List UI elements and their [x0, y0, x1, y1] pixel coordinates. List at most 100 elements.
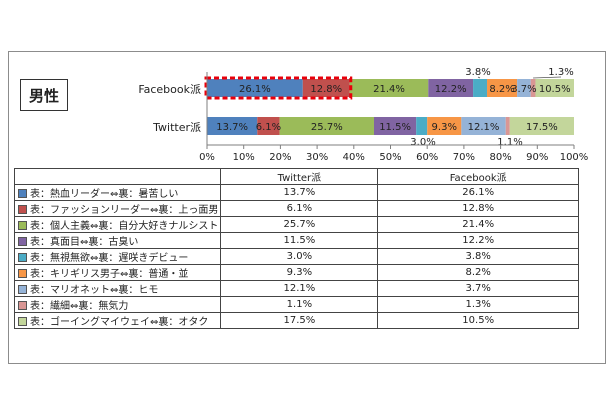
data-label: 6.1%: [256, 122, 281, 133]
data-label: 1.3%: [548, 67, 573, 78]
twitter-value-cell: 6.1%: [220, 200, 379, 217]
legend-swatch: [18, 205, 27, 214]
twitter-value-cell: 25.7%: [220, 216, 379, 233]
data-label: 13.7%: [216, 122, 248, 133]
facebook-value-cell: 3.8%: [377, 248, 579, 265]
row-label: 表：ファッションリーダー⇔裏：上っ面男: [30, 205, 219, 216]
legend-swatch: [18, 221, 27, 230]
data-label: 1.1%: [497, 137, 522, 148]
panel-title: 男性: [20, 79, 68, 111]
table-row: 表：マリオネット⇔裏：ヒモ 12.1% 3.7%: [13, 280, 579, 297]
twitter-value-cell: 13.7%: [220, 184, 379, 201]
row-label: 表：無視無欲⇔裏：遅咲きデビュー: [30, 253, 189, 264]
data-label: 9.3%: [432, 122, 457, 133]
data-label: 3.7%: [511, 84, 536, 95]
twitter-value-cell: 11.5%: [220, 232, 379, 249]
row-label-cell: 表：キリギリス男子⇔裏：普通・並: [13, 264, 222, 281]
row-label-cell: 表：真面目⇔裏：古臭い: [13, 232, 222, 249]
row-label-cell: 表：個人主義⇔裏：自分大好きナルシスト: [13, 216, 222, 233]
x-tick-label: 90%: [526, 152, 548, 163]
table-corner-cell: [13, 168, 222, 185]
legend-swatch: [18, 285, 27, 294]
leader-line: [533, 76, 562, 79]
row-label: 表：キリギリス男子⇔裏：普通・並: [30, 269, 189, 280]
row-label: 表：真面目⇔裏：古臭い: [30, 237, 139, 248]
facebook-value-cell: 8.2%: [377, 264, 579, 281]
legend-swatch: [18, 189, 27, 198]
x-tick-label: 30%: [306, 152, 328, 163]
row-label-cell: 表：熱血リーダー⇔裏：暑苦しい: [13, 184, 222, 201]
x-tick-label: 50%: [379, 152, 401, 163]
table-header-row: Twitter派 Facebook派: [13, 168, 579, 185]
bar-segment: [461, 117, 506, 135]
legend-swatch: [18, 269, 27, 278]
bar-segment: [428, 79, 474, 97]
table-row: 表：真面目⇔裏：古臭い 11.5% 12.2%: [13, 232, 579, 249]
legend-swatch: [18, 317, 27, 326]
data-table: Twitter派 Facebook派 表：熱血リーダー⇔裏：暑苦しい 13.7% 2…: [13, 168, 579, 329]
facebook-value-cell: 26.1%: [377, 184, 579, 201]
bar-segment: [473, 79, 488, 97]
category-label: Facebook派: [138, 83, 201, 96]
data-label: 21.4%: [373, 84, 405, 95]
bar-segment: [530, 79, 536, 97]
legend-swatch: [18, 301, 27, 310]
row-label-cell: 表：ファッションリーダー⇔裏：上っ面男: [13, 200, 222, 217]
twitter-value-cell: 3.0%: [220, 248, 379, 265]
data-label: 25.7%: [311, 122, 343, 133]
row-label: 表：ゴーイングマイウェイ⇔裏：オタク: [30, 317, 209, 328]
row-label: 表：マリオネット⇔裏：ヒモ: [30, 285, 159, 296]
twitter-value-cell: 1.1%: [220, 296, 379, 313]
row-label-cell: 表：ゴーイングマイウェイ⇔裏：オタク: [13, 312, 222, 329]
facebook-value-cell: 10.5%: [377, 312, 579, 329]
facebook-value-cell: 3.7%: [377, 280, 579, 297]
facebook-value-cell: 21.4%: [377, 216, 579, 233]
data-label: 11.5%: [379, 122, 411, 133]
bar-segment: [487, 79, 518, 97]
bar-segment: [535, 79, 574, 97]
bar-segment: [509, 117, 574, 135]
x-tick-label: 70%: [453, 152, 475, 163]
row-label-cell: 表：無視無欲⇔裏：遅咲きデビュー: [13, 248, 222, 265]
legend-swatch: [18, 253, 27, 262]
bar-segment: [517, 79, 531, 97]
twitter-value-cell: 9.3%: [220, 264, 379, 281]
bar-segment: [505, 117, 510, 135]
leader-line: [477, 76, 481, 79]
category-label: Twitter派: [152, 121, 201, 134]
data-label: 17.5%: [526, 122, 558, 133]
highlight-outline: [204, 76, 353, 100]
table-row: 表：繊細⇔裏：無気力 1.1% 1.3%: [13, 296, 579, 313]
table-row: 表：キリギリス男子⇔裏：普通・並 9.3% 8.2%: [13, 264, 579, 281]
row-label-cell: 表：繊細⇔裏：無気力: [13, 296, 222, 313]
bar-segment: [302, 79, 350, 97]
bar-segment: [207, 117, 258, 135]
data-label: 8.2%: [489, 84, 514, 95]
twitter-value-cell: 17.5%: [220, 312, 379, 329]
table-row: 表：ファッションリーダー⇔裏：上っ面男 6.1% 12.8%: [13, 200, 579, 217]
data-label: 12.2%: [435, 84, 467, 95]
bar-segment: [416, 117, 428, 135]
x-tick-label: 80%: [489, 152, 511, 163]
facebook-value-cell: 12.8%: [377, 200, 579, 217]
data-label: 12.1%: [468, 122, 500, 133]
x-tick-label: 60%: [416, 152, 438, 163]
row-label: 表：個人主義⇔裏：自分大好きナルシスト: [30, 221, 219, 232]
table-row: 表：無視無欲⇔裏：遅咲きデビュー 3.0% 3.8%: [13, 248, 579, 265]
data-label: 26.1%: [239, 84, 271, 95]
x-tick-label: 0%: [199, 152, 215, 163]
bar-segment: [279, 117, 374, 135]
bar-segment: [373, 117, 417, 135]
bar-segment: [349, 79, 429, 97]
bar-segment: [207, 79, 303, 97]
table-header-twitter: Twitter派: [220, 168, 379, 185]
x-tick-label: 10%: [233, 152, 255, 163]
x-tick-label: 20%: [269, 152, 291, 163]
facebook-value-cell: 1.3%: [377, 296, 579, 313]
row-label-cell: 表：マリオネット⇔裏：ヒモ: [13, 280, 222, 297]
row-label: 表：熱血リーダー⇔裏：暑苦しい: [30, 189, 179, 200]
table-row: 表：ゴーイングマイウェイ⇔裏：オタク 17.5% 10.5%: [13, 312, 579, 329]
facebook-value-cell: 12.2%: [377, 232, 579, 249]
data-label: 3.8%: [465, 67, 490, 78]
